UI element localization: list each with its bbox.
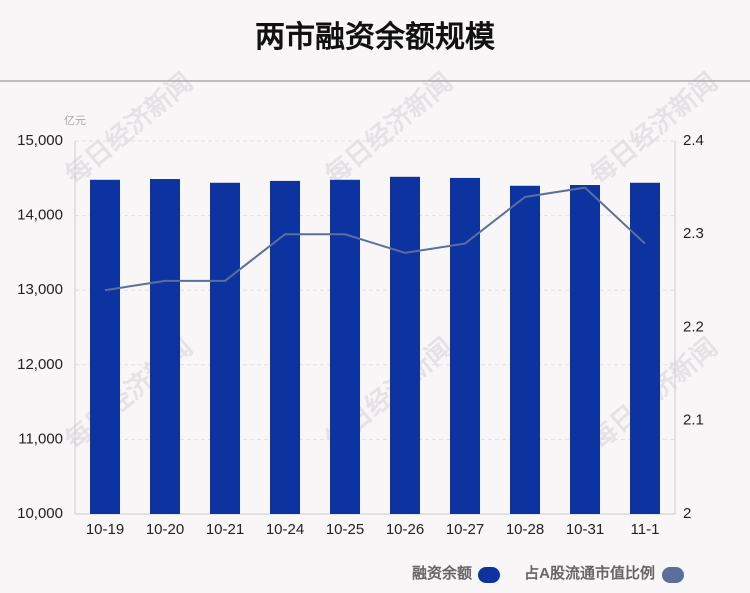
legend-swatch (662, 567, 684, 583)
x-tick-label: 10-20 (146, 521, 184, 538)
bar (390, 176, 420, 515)
bar (570, 185, 600, 514)
line (104, 186, 646, 292)
x-tick-label: 10-31 (566, 521, 604, 538)
legend-label: 融资余额 (412, 564, 472, 582)
y2-tick-label: 2.1 (683, 412, 704, 429)
bar (330, 179, 360, 515)
x-tick-label: 10-21 (206, 521, 244, 538)
y2-tick-label: 2.3 (683, 225, 704, 242)
y-tick-label: 12,000 (17, 356, 63, 373)
y2-tick-label: 2 (683, 505, 691, 522)
bar (150, 179, 180, 514)
bar (270, 180, 300, 514)
bar (450, 177, 480, 514)
x-tick-label: 10-19 (86, 521, 124, 538)
y2-tick-label: 2.4 (683, 132, 704, 149)
x-tick-label: 11-1 (631, 521, 660, 538)
y-tick-label: 13,000 (17, 281, 63, 298)
x-tick-label: 10-24 (266, 521, 304, 538)
y-tick-label: 15,000 (17, 132, 63, 149)
bar (630, 182, 660, 514)
bar (510, 185, 540, 514)
x-tick-label: 10-25 (326, 521, 364, 538)
x-tick-label: 10-26 (386, 521, 424, 538)
y-tick-label: 11,000 (18, 430, 63, 447)
legend-swatch (478, 567, 500, 583)
x-tick-label: 10-28 (506, 521, 544, 538)
x-tick-label: 10-27 (446, 521, 484, 538)
y-tick-label: 10,000 (17, 505, 63, 522)
chart-title: 两市融资余额规模 (255, 20, 495, 54)
bar (210, 182, 240, 514)
legend-label: 占A股流通市值比例 (524, 564, 655, 582)
bar (90, 179, 120, 515)
y-tick-label: 14,000 (17, 207, 63, 224)
y-unit: 亿元 (64, 114, 86, 127)
y2-tick-label: 2.2 (683, 318, 704, 335)
